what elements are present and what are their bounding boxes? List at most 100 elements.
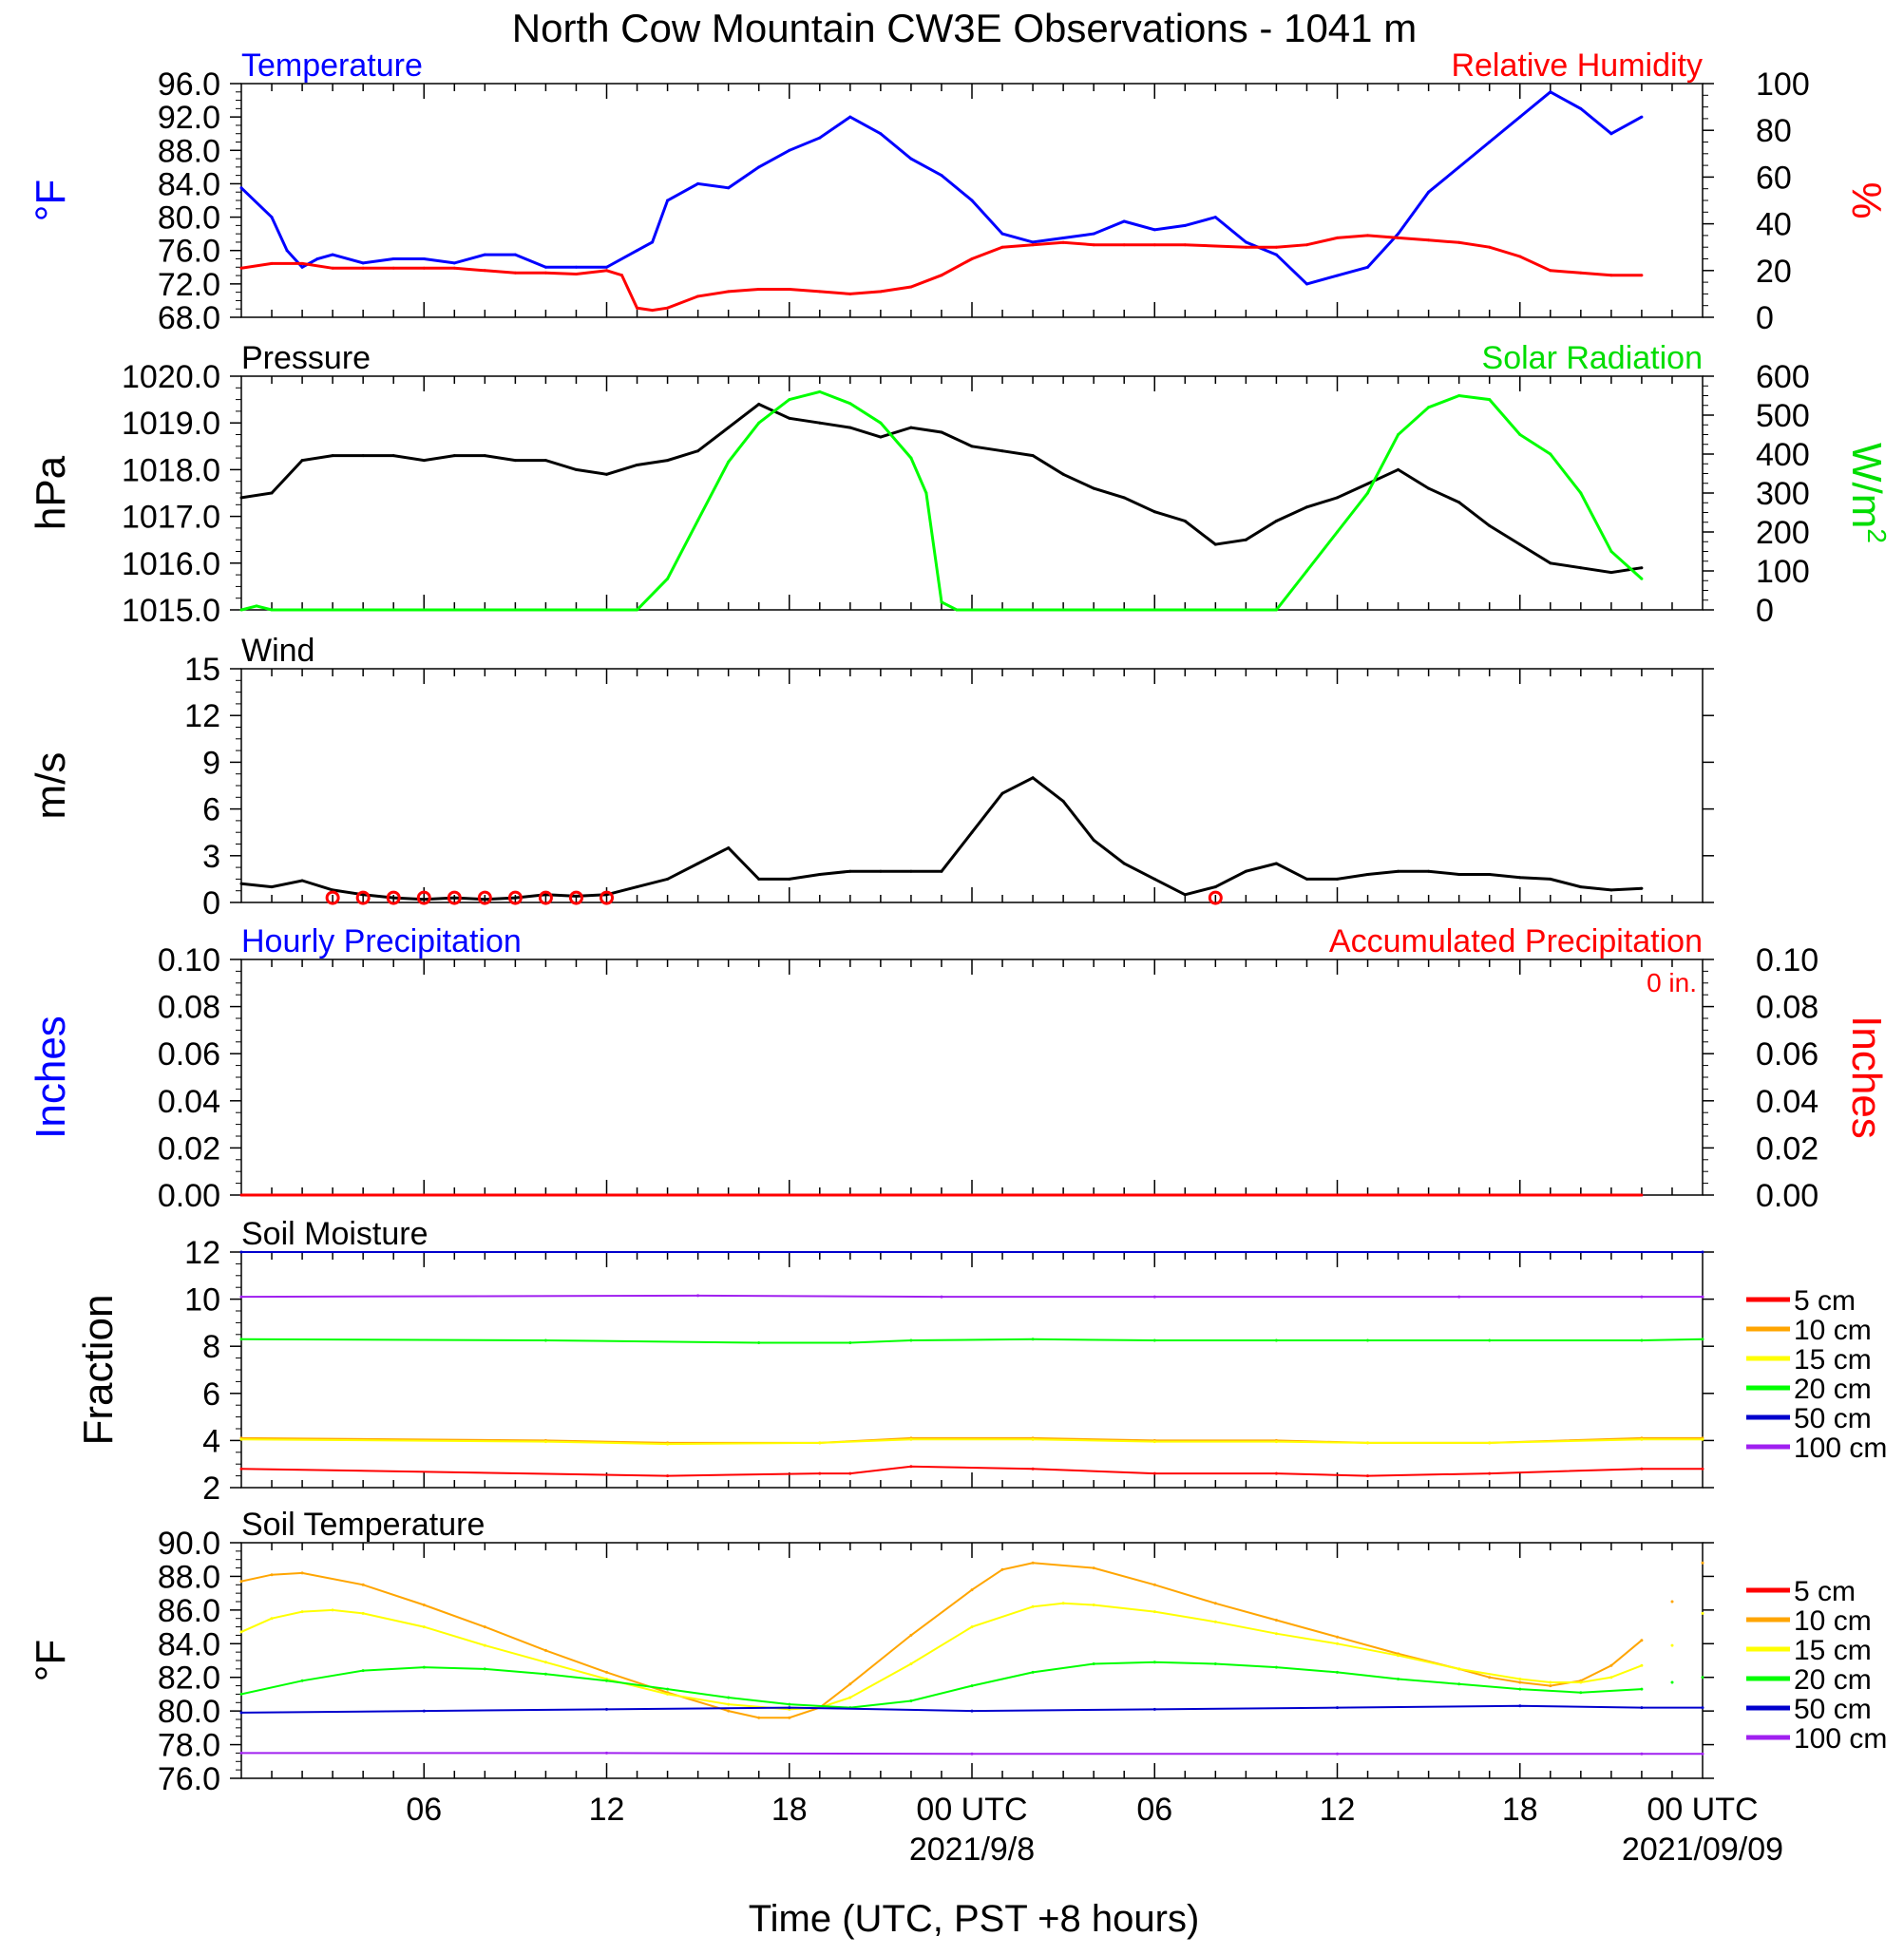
data-point	[1152, 1583, 1156, 1586]
data-point	[1274, 245, 1278, 249]
data-point	[1274, 1338, 1278, 1342]
data-point	[696, 1294, 700, 1298]
panel-annotation: 0 in.	[1647, 968, 1697, 997]
panel-title-left: Hourly Precipitation	[241, 923, 522, 959]
data-point	[1397, 236, 1400, 239]
data-point	[543, 1648, 547, 1652]
data-point	[1397, 869, 1400, 873]
data-point	[239, 1295, 243, 1299]
data-point	[239, 186, 243, 190]
y-tick-label-left: 6	[202, 792, 220, 828]
data-point	[970, 1684, 974, 1688]
legend-label: 15 cm	[1794, 1635, 1872, 1666]
data-point	[1000, 245, 1004, 249]
y-tick-label-right: 0.10	[1756, 942, 1818, 978]
data-point	[1152, 608, 1156, 612]
data-point	[848, 869, 852, 873]
data-point	[239, 1437, 243, 1441]
data-point	[361, 608, 365, 612]
data-point	[788, 148, 791, 152]
data-point	[757, 1341, 761, 1344]
data-point	[1518, 876, 1522, 880]
data-point	[1274, 1619, 1278, 1622]
data-point	[757, 403, 761, 406]
x-axis-label: Time (UTC, PST +8 hours)	[749, 1898, 1200, 1940]
data-point	[1366, 1338, 1369, 1342]
y-tick-label-right: 0.08	[1756, 990, 1818, 1026]
panel-title-right: Accumulated Precipitation	[1329, 923, 1703, 959]
data-point	[1061, 237, 1065, 239]
panel-title-left: Soil Moisture	[241, 1216, 428, 1252]
data-point	[1336, 1706, 1339, 1710]
data-point	[1336, 1670, 1339, 1674]
data-point	[239, 882, 243, 885]
data-point	[757, 421, 761, 425]
y-tick-label-left: 1020.0	[122, 359, 220, 395]
data-point	[970, 1625, 974, 1629]
data-point	[300, 265, 304, 269]
data-point	[1031, 243, 1035, 247]
data-point	[1000, 232, 1004, 236]
data-point	[391, 257, 395, 260]
series-line	[240, 234, 1642, 313]
data-point	[1305, 505, 1308, 509]
data-point	[1213, 608, 1217, 612]
data-point	[1640, 566, 1644, 570]
data-point	[543, 459, 547, 463]
data-point	[1183, 243, 1187, 247]
calm-wind-marker	[386, 890, 401, 905]
data-point	[300, 1679, 304, 1682]
data-point	[1305, 569, 1308, 573]
data-point	[1213, 542, 1217, 546]
data-point	[605, 269, 608, 273]
data-point	[1640, 1687, 1644, 1691]
data-point	[727, 1696, 731, 1699]
data-point	[1518, 115, 1522, 119]
data-point	[1000, 449, 1004, 453]
data-point	[848, 1341, 852, 1344]
y-tick-label-left: 6	[202, 1376, 220, 1413]
data-point	[1640, 1295, 1644, 1299]
y-axis-label-right: Inches	[1843, 1015, 1890, 1139]
data-point	[1061, 240, 1065, 244]
data-point	[1518, 1680, 1522, 1684]
data-point	[1640, 1663, 1644, 1667]
data-point	[879, 869, 883, 873]
x-tick-label: 12	[589, 1792, 625, 1828]
y-tick-label-right: 300	[1756, 476, 1810, 512]
y-tick-label-right: 0.00	[1756, 1178, 1818, 1214]
data-point	[605, 1679, 608, 1682]
data-point	[1244, 245, 1247, 249]
series-line	[240, 1294, 1703, 1299]
data-point	[1397, 1678, 1400, 1680]
data-point	[848, 402, 852, 406]
data-point	[361, 1669, 365, 1673]
data-point	[391, 896, 395, 900]
data-point	[1640, 274, 1644, 277]
data-point	[651, 309, 655, 313]
data-point	[1427, 190, 1431, 194]
data-point	[285, 249, 289, 253]
data-point	[1701, 1752, 1704, 1756]
data-point	[1336, 274, 1339, 277]
data-point	[1183, 223, 1187, 227]
data-point	[1701, 1437, 1704, 1441]
data-point	[818, 290, 822, 294]
data-point	[483, 253, 486, 256]
calm-wind-marker	[447, 890, 462, 905]
data-point	[1488, 1441, 1492, 1445]
data-point	[1397, 232, 1400, 236]
data-point	[239, 1193, 243, 1197]
x-tick-label: 18	[1502, 1792, 1538, 1828]
data-point	[1031, 1467, 1035, 1471]
panels: 68.072.076.080.084.088.092.096.002040608…	[28, 47, 1892, 1868]
data-point	[1609, 274, 1613, 277]
data-point	[575, 265, 578, 269]
data-point	[666, 1692, 670, 1696]
data-point	[909, 1633, 913, 1637]
data-point	[1609, 571, 1613, 575]
data-point	[239, 1692, 243, 1696]
data-point	[1274, 608, 1278, 612]
data-point	[1152, 877, 1156, 881]
